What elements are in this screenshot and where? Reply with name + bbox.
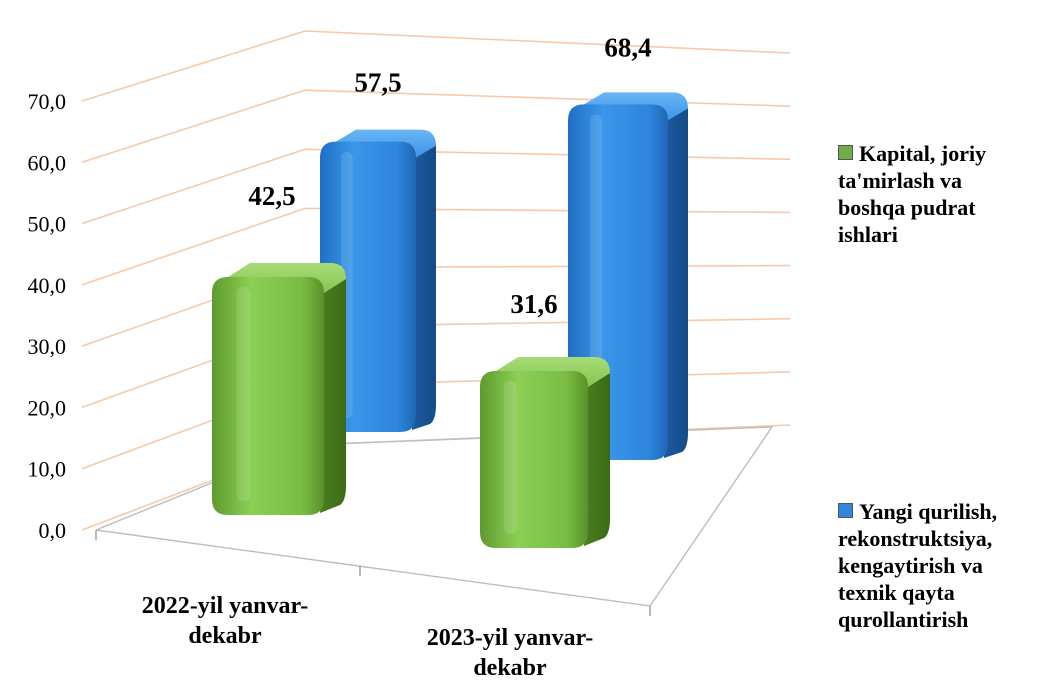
y-tick-label: 30,0: [28, 334, 67, 359]
bar-front: [212, 277, 324, 515]
data-labels: 57,5 68,4 42,5 31,6: [248, 32, 651, 319]
bar-1-1: [212, 263, 346, 515]
y-tick-label: 70,0: [28, 89, 67, 114]
bar-front: [480, 371, 588, 548]
y-tick-label: 10,0: [28, 457, 67, 482]
gridline: [81, 30, 791, 102]
x-category-label: 2022-yil yanvar-dekabr: [142, 593, 308, 649]
y-tick-label: 20,0: [28, 395, 67, 420]
legend-swatch-blue: [838, 503, 853, 518]
bars: [212, 92, 688, 548]
data-label: 57,5: [354, 68, 401, 98]
legend-label-series-2: Yangi qurilish, rekonstruktsiya, kengayt…: [838, 499, 998, 632]
y-tick-label: 0,0: [39, 518, 67, 543]
legend-item-series-1: Kapital, joriy ta'mirlash va boshqa pudr…: [838, 140, 1048, 248]
bar-1-2: [480, 357, 610, 548]
y-tick-label: 50,0: [28, 212, 67, 237]
data-label: 31,6: [510, 289, 557, 319]
x-axis-categories: 2022-yil yanvar-dekabr 2023-yil yanvar-de…: [142, 593, 593, 680]
y-axis: 0,0 10,0 20,0 30,0 40,0 50,0 60,0 70,0: [28, 89, 67, 543]
bar-side: [412, 145, 436, 430]
y-tick-label: 60,0: [28, 150, 67, 175]
legend-swatch-green: [838, 145, 853, 160]
data-label: 68,4: [604, 32, 651, 62]
data-label: 42,5: [248, 181, 295, 211]
bar-side: [584, 373, 610, 546]
y-tick-label: 40,0: [28, 273, 67, 298]
bar-side: [664, 108, 688, 458]
bar-highlight: [503, 381, 517, 534]
legend-label-series-1: Kapital, joriy ta'mirlash va boshqa pudr…: [838, 141, 987, 247]
x-category-label: 2023-yil yanvar-dekabr: [427, 625, 593, 680]
bar-side: [320, 279, 346, 513]
bar-highlight: [236, 287, 251, 501]
legend-item-series-2: Yangi qurilish, rekonstruktsiya, kengayt…: [838, 498, 1048, 633]
